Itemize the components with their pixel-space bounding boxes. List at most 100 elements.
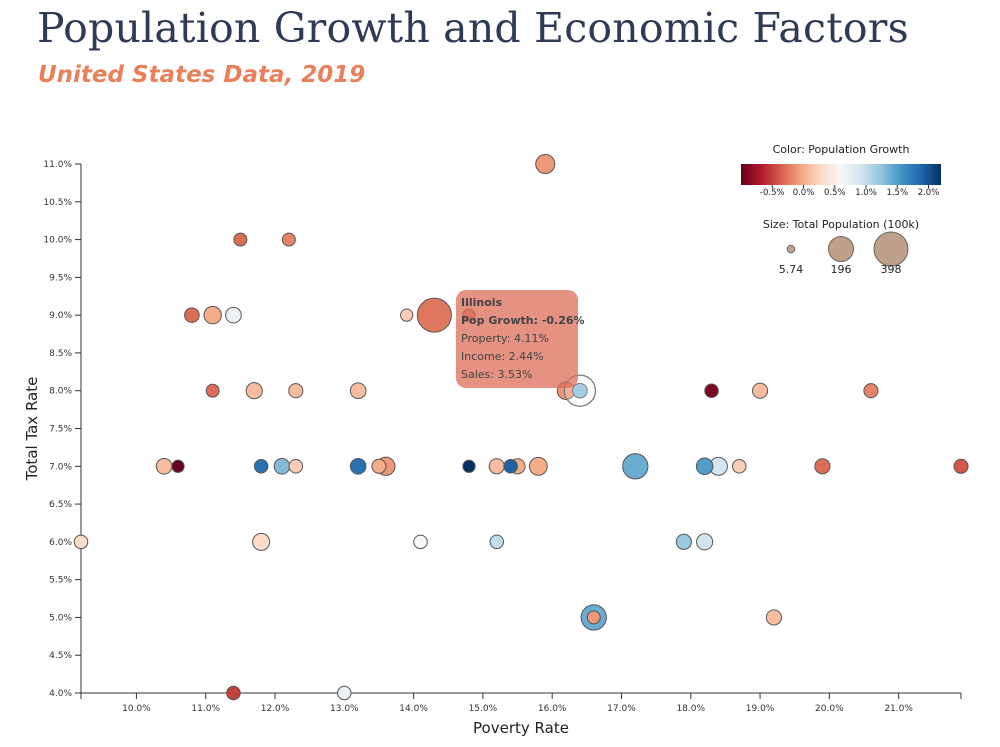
y-tick-label: 4.0%: [49, 689, 72, 699]
data-point: [349, 382, 367, 400]
data-point: [203, 305, 222, 325]
color-legend-tick-label: 1.5%: [886, 188, 908, 198]
y-tick-label: 5.5%: [49, 576, 72, 586]
data-point: [416, 297, 452, 333]
data-point: [273, 457, 291, 475]
data-point: [863, 383, 879, 399]
color-legend-bar: [741, 164, 941, 185]
y-tick-label: 9.0%: [49, 311, 72, 321]
y-tick-label: 6.0%: [49, 538, 72, 548]
y-tick-label: 8.5%: [49, 349, 72, 359]
x-tick-label: 13.0%: [330, 704, 359, 714]
y-tick-label: 6.5%: [49, 500, 72, 510]
data-point: [205, 383, 220, 398]
data-point: [732, 459, 747, 474]
size-legend-circle: [873, 231, 909, 267]
x-tick-label: 20.0%: [815, 704, 844, 714]
color-legend-tick-label: 0.5%: [824, 188, 846, 198]
data-point: [488, 458, 505, 475]
x-tick-label: 15.0%: [469, 704, 498, 714]
color-legend-tick-label: 0.0%: [793, 188, 815, 198]
x-tick-label: 17.0%: [607, 704, 636, 714]
x-tick-label: 21.0%: [884, 704, 913, 714]
y-tick-label: 5.0%: [49, 613, 72, 623]
data-point: [696, 533, 714, 551]
data-point: [489, 534, 505, 550]
y-tick-label: 11.0%: [43, 160, 72, 170]
x-axis-title: Poverty Rate: [473, 719, 569, 737]
size-legend-label: 196: [831, 263, 852, 276]
color-legend-tick-label: 2.0%: [918, 188, 940, 198]
x-tick-label: 16.0%: [538, 704, 567, 714]
y-tick-label: 7.0%: [49, 462, 72, 472]
data-point: [413, 534, 428, 550]
data-point: [503, 459, 518, 474]
data-point: [225, 306, 242, 324]
data-point: [155, 457, 173, 475]
data-point: [337, 685, 352, 701]
color-legend-title: Color: Population Growth: [773, 143, 910, 156]
color-legend-tick-label: -0.5%: [760, 188, 785, 198]
x-tick-label: 14.0%: [399, 704, 428, 714]
data-point: [572, 382, 588, 399]
data-point: [252, 532, 271, 551]
data-point: [462, 459, 476, 473]
size-legend-label: 398: [881, 263, 902, 276]
axes: 10.0% 11.0% 12.0% 13.0% 14.0% 15.0% 16.0% 17.0%…: [23, 160, 962, 737]
data-point: [622, 453, 649, 480]
data-point: [73, 534, 89, 550]
data-point: [586, 610, 601, 625]
x-tick-label: 11.0%: [191, 704, 220, 714]
data-point: [704, 383, 719, 398]
tooltip-growth: Pop Growth: -0.26%: [461, 314, 585, 327]
data-point: [288, 459, 304, 474]
data-point: [253, 459, 269, 474]
data-points: [73, 153, 969, 701]
data-point: [765, 609, 782, 626]
size-legend-title: Size: Total Population (100k): [763, 218, 919, 231]
x-tick-label: 19.0%: [746, 704, 775, 714]
color-legend-tick-label: 1.0%: [855, 188, 877, 198]
x-tick-label: 18.0%: [676, 704, 705, 714]
data-point: [226, 685, 241, 701]
data-point: [953, 458, 969, 474]
tooltip: Illinois Pop Growth: -0.26% Property: 4.11…: [456, 290, 585, 388]
data-point: [171, 459, 185, 473]
data-point: [675, 533, 692, 550]
data-point: [535, 153, 556, 175]
color-legend: Color: Population Growth -0.5% 0.0% 0.5% 1.0…: [741, 143, 941, 198]
data-point: [695, 457, 714, 476]
data-point: [184, 307, 200, 323]
y-tick-label: 10.0%: [43, 236, 72, 246]
y-axis-title: Total Tax Rate: [23, 377, 41, 482]
size-legend: Size: Total Population (100k) 5.74 196 398: [763, 218, 919, 276]
x-tick-label: 12.0%: [261, 704, 290, 714]
tooltip-income: Income: 2.44%: [461, 350, 544, 363]
tooltip-box: [456, 290, 578, 388]
size-legend-circle: [786, 244, 796, 254]
data-point: [245, 382, 263, 400]
data-point: [233, 232, 248, 247]
x-tick-label: 10.0%: [122, 704, 151, 714]
y-tick-label: 7.5%: [49, 425, 72, 435]
data-point: [349, 457, 367, 475]
data-point: [371, 458, 387, 474]
data-point: [281, 232, 296, 247]
page-title: Population Growth and Economic Factors: [37, 4, 909, 52]
tooltip-property: Property: 4.11%: [461, 332, 549, 345]
page-subtitle: United States Data, 2019: [38, 62, 366, 88]
data-point: [814, 458, 831, 475]
data-point: [400, 308, 414, 322]
data-point: [288, 383, 304, 399]
y-tick-label: 4.5%: [49, 651, 72, 661]
size-legend-label: 5.74: [779, 263, 804, 276]
data-point: [751, 382, 769, 399]
y-tick-label: 9.5%: [49, 273, 72, 283]
y-tick-label: 8.0%: [49, 387, 72, 397]
tooltip-sales: Sales: 3.53%: [461, 368, 532, 381]
tooltip-state-name: Illinois: [461, 296, 503, 309]
size-legend-circle: [827, 235, 855, 263]
data-point: [528, 456, 548, 476]
y-tick-label: 10.5%: [43, 198, 72, 208]
